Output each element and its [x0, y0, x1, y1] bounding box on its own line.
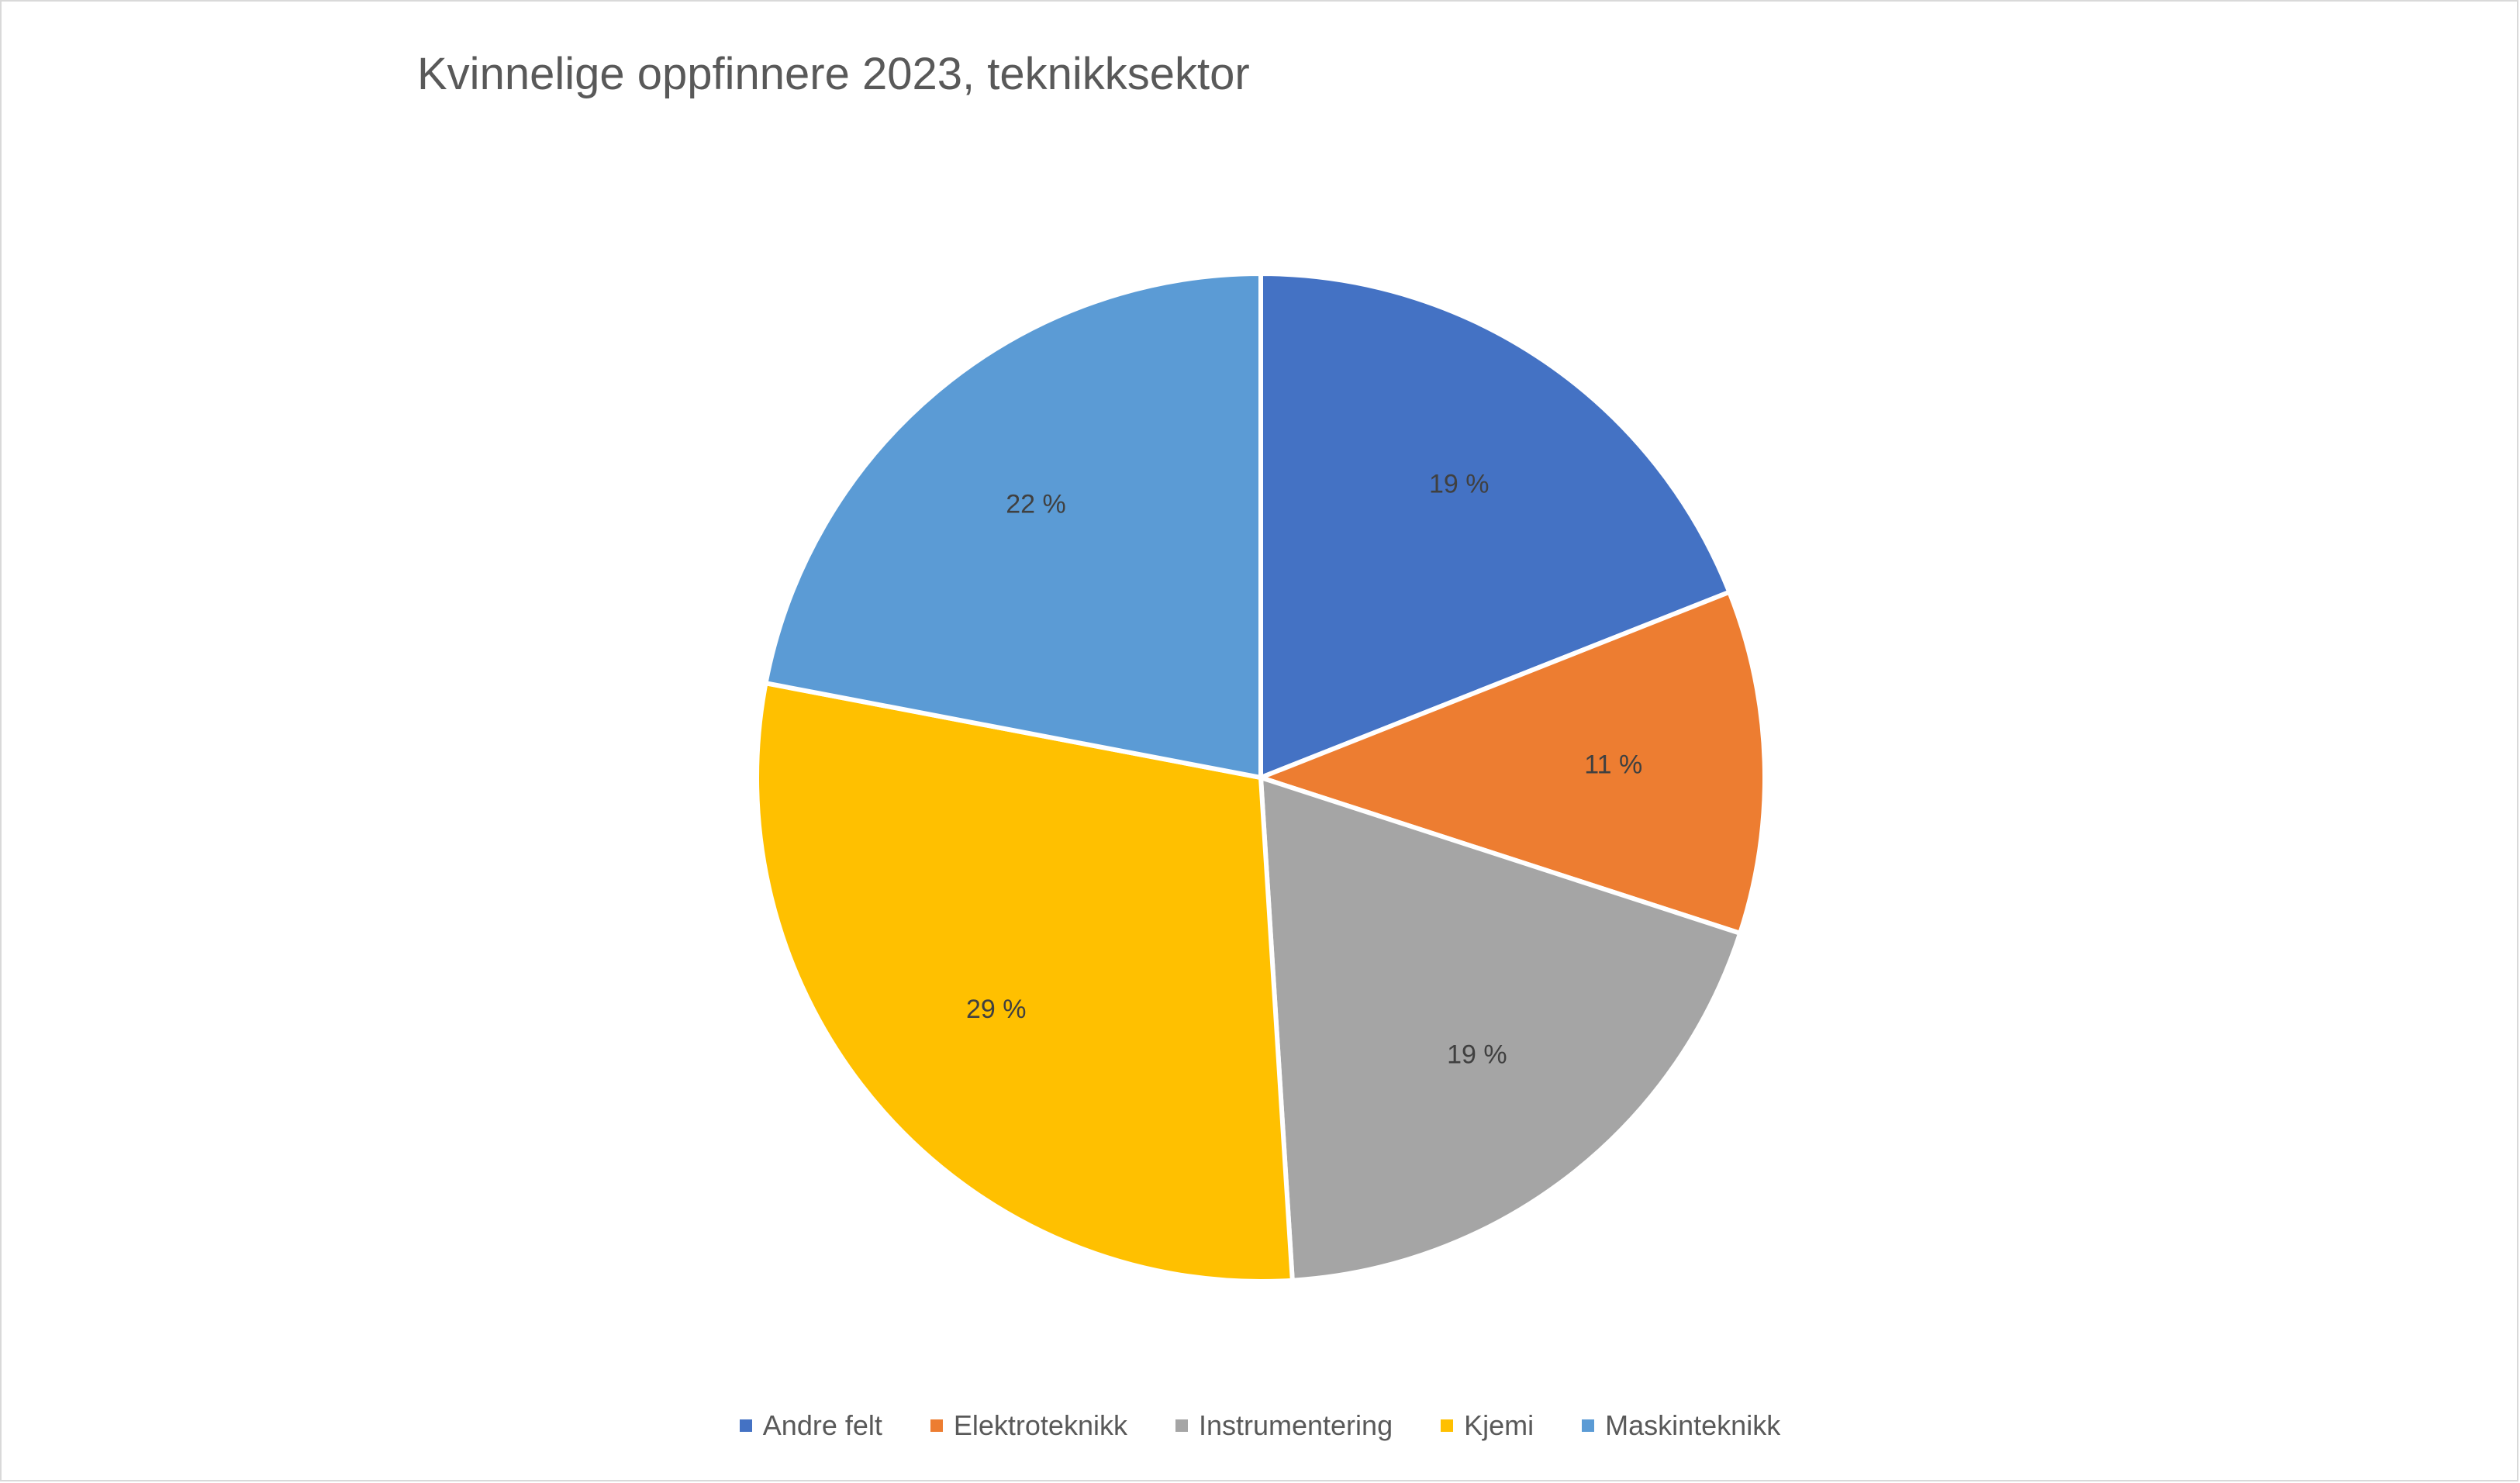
legend-label: Kjemi — [1464, 1409, 1534, 1441]
legend-item-maskinteknikk: Maskinteknikk — [1582, 1409, 1780, 1442]
data-label-andre-felt: 19 % — [1429, 470, 1490, 499]
legend-swatch — [1582, 1419, 1595, 1432]
legend-label: Maskinteknikk — [1605, 1409, 1781, 1441]
chart-title: Kvinnelige oppfinnere 2023, teknikksekto… — [417, 49, 1250, 99]
legend-swatch — [739, 1419, 752, 1432]
data-label-kjemi: 29 % — [966, 995, 1027, 1024]
legend-item-elektroteknikk: Elektroteknikk — [930, 1409, 1127, 1442]
pie-slice-andre-felt — [1258, 271, 1733, 781]
legend-item-andre-felt: Andre felt — [739, 1409, 882, 1442]
legend: Andre felt Elektroteknikk Instrumentering K… — [0, 1409, 2520, 1442]
data-label-instrumentering: 19 % — [1447, 1040, 1507, 1070]
legend-swatch — [1441, 1419, 1454, 1432]
data-label-elektroteknikk: 11 % — [1584, 750, 1642, 780]
legend-label: Andre felt — [762, 1409, 882, 1441]
pie-slice-elektroteknikk — [1254, 588, 1767, 936]
legend-label: Elektroteknikk — [953, 1409, 1127, 1441]
pie-slice-maskinteknikk — [763, 271, 1263, 781]
legend-swatch — [1175, 1419, 1188, 1432]
legend-item-kjemi: Kjemi — [1441, 1409, 1534, 1442]
legend-item-instrumentering: Instrumentering — [1175, 1409, 1393, 1442]
legend-label: Instrumentering — [1198, 1409, 1393, 1441]
pie-slice-instrumentering — [1258, 774, 1743, 1283]
pie-slice-kjemi — [754, 680, 1295, 1285]
legend-swatch — [930, 1419, 943, 1432]
data-label-maskinteknikk: 22 % — [1006, 489, 1066, 519]
